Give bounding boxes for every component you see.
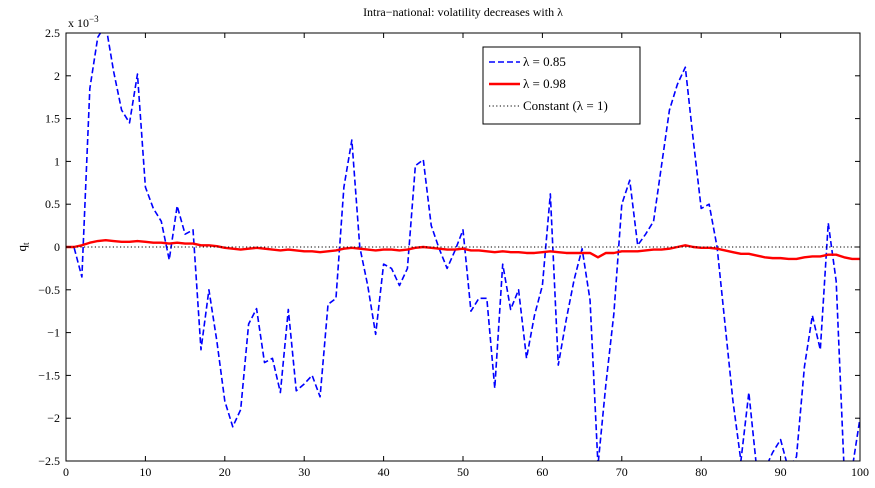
x-tick-label: 80 [695,465,707,479]
label-layer: Intra−national: volatility decreases wit… [14,5,563,252]
y-tick-label: 2.5 [45,26,60,40]
series-layer [66,33,860,461]
x-tick-label: 70 [616,465,628,479]
y-tick-label: 1.5 [45,112,60,126]
series-line-2 [66,238,860,261]
x-tick-label: 50 [457,465,469,479]
y-tick-label: 2 [54,69,60,83]
y-tick-label: 0 [54,240,60,254]
y-tick-label: 0.5 [45,197,60,211]
legend-label-2: λ = 0.98 [523,76,566,91]
legend-label-3: Constant (λ = 1) [523,98,608,113]
y-tick-label: −0.5 [38,283,60,297]
tick-layer: 0 10 20 30 40 50 60 70 80 90 100 −2.5 −2 −1.5 −1 −0.5 0 0… [38,26,869,479]
y-axis-label: qt [14,242,31,252]
x-tick-label: 100 [851,465,869,479]
x-tick-label: 0 [63,465,69,479]
x-tick-label: 20 [219,465,231,479]
y-tick-label: −2.5 [38,454,60,468]
x-tick-label: 90 [775,465,787,479]
y-tick-label: −1 [47,326,60,340]
x-tick-label: 10 [139,465,151,479]
x-tick-label: 30 [298,465,310,479]
x-tick-label: 40 [378,465,390,479]
y-tick-label: 1 [54,154,60,168]
y-tick-label: −1.5 [38,368,60,382]
x-tick-label: 60 [536,465,548,479]
y-tick-label: −2 [47,411,60,425]
chart-title: Intra−national: volatility decreases wit… [363,5,563,19]
legend-box [482,46,641,125]
y-axis-label-subscript: t [21,242,31,245]
legend: λ = 0.85 λ = 0.98 Constant (λ = 1) [482,46,641,125]
y-exponent-power: −3 [89,14,99,24]
series-line-1 [66,33,860,461]
legend-label-1: λ = 0.85 [523,54,566,69]
